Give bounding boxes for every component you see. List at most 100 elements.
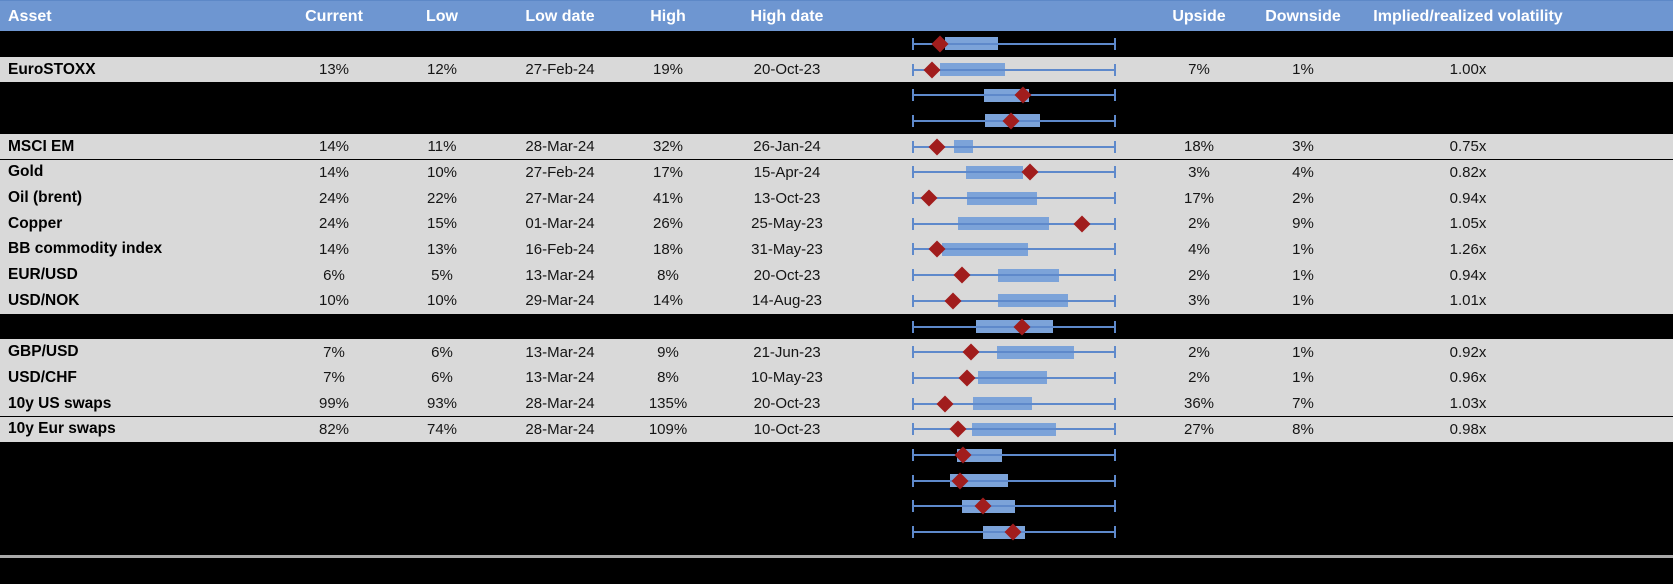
boxplot-whisker-line <box>913 299 1115 302</box>
boxplot-left-cap <box>912 526 914 539</box>
implied-realized-cell: 0.92x <box>1449 343 1487 361</box>
high-date-cell: 25-May-23 <box>751 215 823 233</box>
boxplot-left-cap <box>912 269 914 282</box>
high-date-cell: 14-Aug-23 <box>751 292 823 310</box>
upside-cell: 3% <box>1188 163 1210 181</box>
boxplot-whisker-line <box>913 376 1115 379</box>
high-date-cell: 13-Oct-23 <box>753 189 821 207</box>
boxplot-whisker-line <box>913 197 1115 200</box>
hidden-row <box>0 442 1673 468</box>
high-date-cell: 20-Oct-23 <box>753 395 821 413</box>
high-cell: 26% <box>652 215 684 233</box>
downside-cell: 3% <box>1292 138 1314 156</box>
table-row-usd-nok: USD/NOK 10% 10% 29-Mar-24 14% 14-Aug-23 3% 1% 1.… <box>0 288 1673 314</box>
column-header-high-date: High date <box>750 8 824 25</box>
boxplot-whisker-line <box>913 428 1115 431</box>
boxplot-left-cap <box>912 346 914 359</box>
column-header-implied-realized-volatility: Implied/realized volatility <box>1373 8 1563 25</box>
asset-name-cell: EuroSTOXX <box>8 60 96 78</box>
implied-realized-cell: 1.00x <box>1449 61 1487 79</box>
current-level-diamond-marker <box>953 266 971 284</box>
boxplot-right-cap <box>1114 474 1116 487</box>
low-cell: 5% <box>431 266 453 284</box>
low-cell: 93% <box>426 395 458 413</box>
asset-name-cell: Oil (brent) <box>8 189 83 207</box>
boxplot-right-cap <box>1114 269 1116 282</box>
high-date-cell: 26-Jan-24 <box>753 138 821 156</box>
boxplot-whisker-line <box>913 171 1115 174</box>
range-boxplot <box>912 494 1116 520</box>
current-level-diamond-marker <box>949 420 967 438</box>
current-cell: 24% <box>318 215 350 233</box>
current-level-diamond-marker <box>923 61 941 79</box>
high-cell: 135% <box>648 395 688 413</box>
implied-realized-cell: 0.82x <box>1449 163 1487 181</box>
boxplot-right-cap <box>1114 320 1116 333</box>
current-cell: 99% <box>318 395 350 413</box>
downside-cell: 8% <box>1292 420 1314 438</box>
boxplot-right-cap <box>1114 217 1116 230</box>
boxplot-left-cap <box>912 449 914 462</box>
upside-cell: 17% <box>1183 189 1215 207</box>
current-cell: 14% <box>318 138 350 156</box>
current-cell: 14% <box>318 240 350 258</box>
range-boxplot <box>912 442 1116 468</box>
low-date-cell: 13-Mar-24 <box>525 266 595 284</box>
boxplot-whisker-line <box>913 351 1115 354</box>
current-level-diamond-marker <box>928 138 946 156</box>
boxplot-left-cap <box>912 192 914 205</box>
high-cell: 18% <box>652 240 684 258</box>
boxplot-left-cap <box>912 243 914 256</box>
high-cell: 19% <box>652 61 684 79</box>
table-row-bb-commodity-index: BB commodity index 14% 13% 16-Feb-24 18% 31-M… <box>0 236 1673 263</box>
column-header-high: High <box>650 8 686 25</box>
boxplot-right-cap <box>1114 423 1116 436</box>
range-boxplot <box>912 237 1116 263</box>
range-boxplot <box>912 468 1116 494</box>
high-cell: 8% <box>657 369 679 387</box>
current-level-diamond-marker <box>1021 163 1039 181</box>
high-date-cell: 15-Apr-24 <box>753 163 821 181</box>
boxplot-whisker-line <box>913 479 1115 482</box>
range-boxplot <box>912 365 1116 391</box>
low-date-cell: 28-Mar-24 <box>525 420 595 438</box>
table-row-eur-usd: EUR/USD 6% 5% 13-Mar-24 8% 20-Oct-23 2% 1% 0.94x <box>0 262 1673 288</box>
downside-cell: 2% <box>1292 189 1314 207</box>
hidden-row <box>0 519 1673 545</box>
asset-name-cell: BB commodity index <box>8 240 163 258</box>
range-boxplot <box>912 160 1116 186</box>
upside-cell: 3% <box>1188 292 1210 310</box>
low-date-cell: 13-Mar-24 <box>525 343 595 361</box>
boxplot-left-cap <box>912 397 914 410</box>
downside-cell: 1% <box>1292 292 1314 310</box>
downside-cell: 7% <box>1292 395 1314 413</box>
boxplot-right-cap <box>1114 526 1116 539</box>
table-row-copper: Copper 24% 15% 01-Mar-24 26% 25-May-23 2% 9% 1.0… <box>0 210 1673 237</box>
high-cell: 9% <box>657 343 679 361</box>
upside-cell: 2% <box>1188 343 1210 361</box>
boxplot-left-cap <box>912 114 914 127</box>
boxplot-right-cap <box>1114 449 1116 462</box>
boxplot-whisker-line <box>913 248 1115 251</box>
low-date-cell: 28-Mar-24 <box>525 138 595 156</box>
current-level-diamond-marker <box>958 369 976 387</box>
boxplot-left-cap <box>912 166 914 179</box>
low-cell: 6% <box>431 369 453 387</box>
high-date-cell: 20-Oct-23 <box>753 61 821 79</box>
boxplot-whisker-line <box>913 68 1115 71</box>
column-header-downside: Downside <box>1265 8 1341 25</box>
asset-name-cell: GBP/USD <box>8 343 79 361</box>
hidden-row <box>0 493 1673 520</box>
low-date-cell: 28-Mar-24 <box>525 395 595 413</box>
boxplot-left-cap <box>912 423 914 436</box>
column-header-asset: Asset <box>8 8 52 25</box>
boxplot-left-cap <box>912 371 914 384</box>
boxplot-right-cap <box>1114 294 1116 307</box>
current-level-diamond-marker <box>1073 215 1091 233</box>
hidden-row <box>0 31 1673 57</box>
downside-cell: 1% <box>1292 266 1314 284</box>
boxplot-right-cap <box>1114 243 1116 256</box>
boxplot-whisker-line <box>913 145 1115 148</box>
boxplot-left-cap <box>912 500 914 513</box>
high-date-cell: 10-May-23 <box>751 369 823 387</box>
